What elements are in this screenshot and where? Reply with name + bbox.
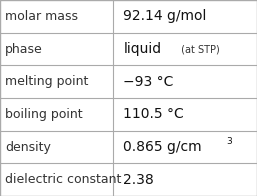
Text: phase: phase	[5, 43, 43, 55]
Text: melting point: melting point	[5, 75, 88, 88]
Text: 3: 3	[226, 137, 232, 146]
Text: dielectric constant: dielectric constant	[5, 173, 122, 186]
Text: 0.865 g/cm: 0.865 g/cm	[123, 140, 202, 154]
Text: 110.5 °C: 110.5 °C	[123, 107, 184, 121]
Text: 92.14 g/mol: 92.14 g/mol	[123, 9, 207, 23]
Text: boiling point: boiling point	[5, 108, 83, 121]
Text: liquid: liquid	[123, 42, 161, 56]
Text: density: density	[5, 141, 51, 153]
Text: 2.38: 2.38	[123, 173, 154, 187]
Text: (at STP): (at STP)	[178, 44, 219, 54]
Text: molar mass: molar mass	[5, 10, 78, 23]
Text: −93 °C: −93 °C	[123, 75, 174, 89]
